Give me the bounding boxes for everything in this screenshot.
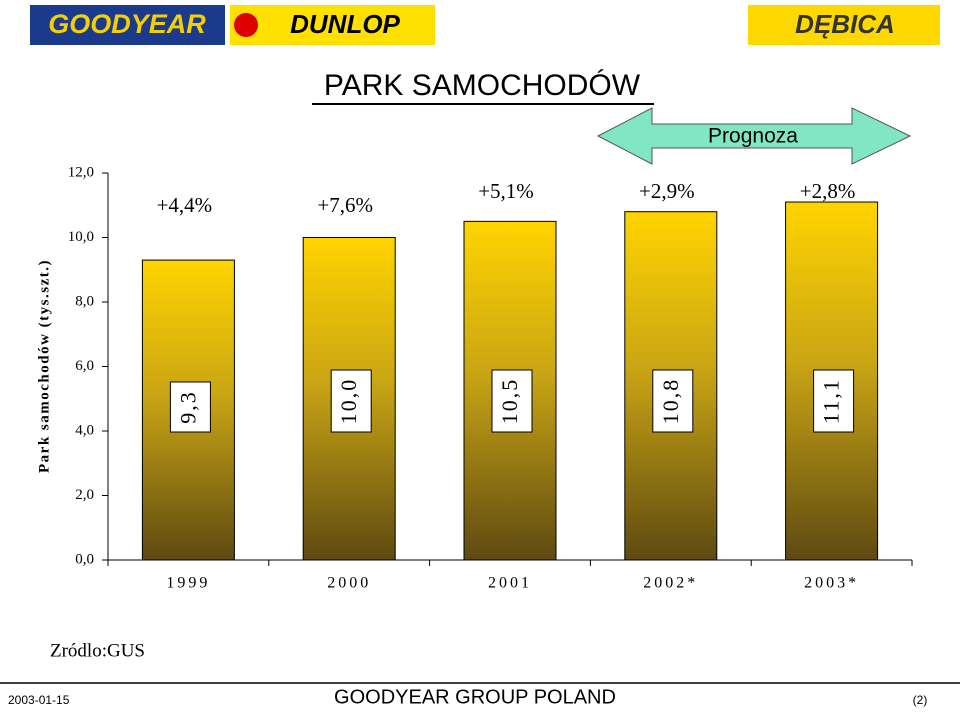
y-tick-label: 12,0 xyxy=(68,164,94,180)
value-label-box xyxy=(330,369,372,433)
growth-annotation: +4,4% xyxy=(157,193,213,217)
logo-icon xyxy=(234,13,258,37)
value-label: 10,8 xyxy=(658,378,683,425)
y-tick-label: 2,0 xyxy=(75,487,94,503)
growth-annotation: +5,1% xyxy=(478,179,534,203)
logo-box xyxy=(748,5,940,45)
logo: DĘBICA xyxy=(795,9,895,39)
source: Zródlo:GUS xyxy=(50,640,145,661)
y-tick-label: 6,0 xyxy=(75,358,94,374)
value-label: 9,3 xyxy=(175,390,200,424)
value-label: 10,0 xyxy=(336,378,361,425)
x-tick-label: 2000 xyxy=(327,575,371,592)
value-label-box xyxy=(169,381,211,433)
value-label-box xyxy=(652,369,694,433)
growth-annotation: +7,6% xyxy=(317,193,373,217)
logo-box xyxy=(30,5,225,45)
x-tick-label: 2001 xyxy=(488,575,532,592)
value-label: 10,5 xyxy=(497,378,522,425)
value-label: 11,1 xyxy=(819,378,844,424)
value-label-box xyxy=(813,369,855,433)
y-tick-label: 10,0 xyxy=(68,229,94,245)
value-label-box xyxy=(491,369,533,433)
logo: DUNLOP xyxy=(290,9,400,39)
y-tick-label: 4,0 xyxy=(75,422,94,438)
x-tick-label: 2002* xyxy=(643,575,698,592)
x-tick-label: 1999 xyxy=(166,575,210,592)
footer-company: GOODYEAR GROUP POLAND xyxy=(334,686,616,708)
logo: GOODYEAR xyxy=(48,9,206,39)
logo-box xyxy=(230,5,435,45)
footer-page: (2) xyxy=(913,693,928,707)
growth-annotation: +2,9% xyxy=(639,179,695,203)
growth-annotation: +2,8% xyxy=(800,179,856,203)
y-tick-label: 0,0 xyxy=(75,551,94,567)
y-axis-label: Park samochodów (tys.szt.) xyxy=(36,259,52,473)
chart-title: PARK SAMOCHODÓW xyxy=(324,69,641,102)
y-tick-label: 8,0 xyxy=(75,293,94,309)
x-tick-label: 2003* xyxy=(804,575,859,592)
forecast-label: Prognoza xyxy=(708,125,798,148)
forecast-arrow xyxy=(596,107,912,165)
footer-date: 2003-01-15 xyxy=(8,693,70,707)
